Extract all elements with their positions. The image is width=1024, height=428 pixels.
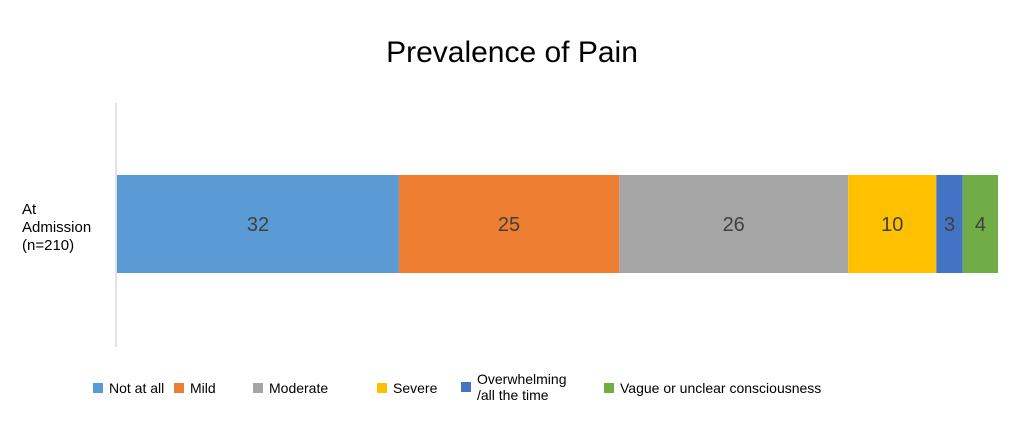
legend-swatch	[377, 383, 387, 393]
legend-label: Not at all	[109, 380, 165, 396]
legend-label-line: /all the time	[477, 387, 549, 403]
legend-item-severe: Severe	[377, 380, 437, 396]
legend-item-vague: Vague or unclear consciousness	[604, 380, 821, 396]
data-label: 10	[881, 214, 903, 236]
legend-swatch	[253, 383, 263, 393]
data-label: 3	[944, 214, 955, 236]
bar-segment	[936, 175, 963, 273]
legend-swatch	[461, 382, 471, 392]
legend-label: Vague or unclear consciousness	[620, 380, 822, 396]
legend-label: Severe	[393, 380, 438, 396]
legend-label-line: Overwhelming	[477, 371, 567, 387]
data-label: 32	[247, 214, 269, 236]
legend-swatch	[174, 383, 184, 393]
category-axis-label: At Admission (n=210)	[22, 201, 91, 255]
category-label-line: At	[22, 201, 37, 218]
bar-segment	[398, 175, 620, 273]
bar-segment	[619, 175, 849, 273]
legend-item-not-at-all: Not at all	[93, 380, 164, 396]
legend-swatch	[604, 383, 614, 393]
category-label-line: Admission	[22, 219, 92, 236]
legend-label: Mild	[190, 380, 216, 396]
bar-segment	[117, 175, 399, 273]
legend-item-mild: Mild	[174, 380, 216, 396]
bar-segment	[848, 175, 937, 273]
chart-title: Prevalence of Pain	[386, 36, 638, 69]
category-label-line: (n=210)	[22, 237, 75, 254]
data-label: 26	[723, 214, 745, 236]
legend-label: Overwhelming /all the time	[477, 371, 566, 403]
data-label: 4	[975, 214, 986, 236]
legend-item-overwhelming: Overwhelming /all the time	[461, 371, 566, 403]
data-label: 25	[498, 214, 520, 236]
legend-swatch	[93, 383, 103, 393]
legend-item-moderate: Moderate	[253, 380, 328, 396]
bar-segment	[962, 175, 998, 273]
legend-label: Moderate	[269, 380, 329, 396]
